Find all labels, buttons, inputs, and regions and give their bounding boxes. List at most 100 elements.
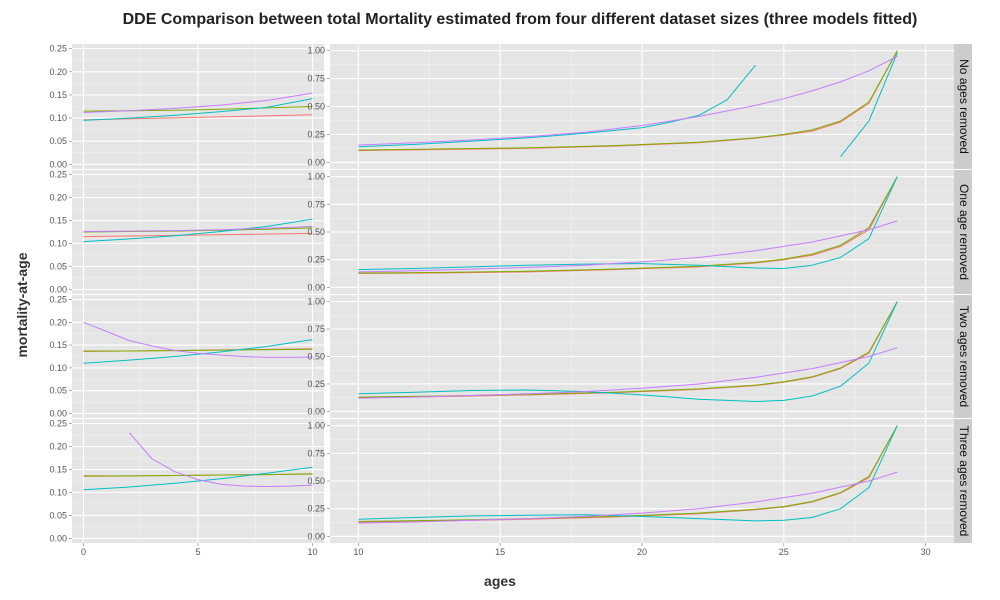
- y-tick-label: 0.05: [49, 510, 67, 520]
- y-tick-label: 0.50: [307, 102, 325, 112]
- y-tick-label: 0.25: [307, 379, 325, 389]
- panel-r1-c1: 0.00 0.25 0.50 0.75 1.00: [307, 170, 954, 294]
- y-tick-label: 0.00: [49, 159, 67, 169]
- series-line: [840, 52, 898, 158]
- facet-strip-r2: Two ages removed: [954, 295, 972, 418]
- series-line: [358, 347, 898, 399]
- y-tick-label: 0.75: [307, 448, 325, 458]
- facet-strip-r3: Three ages removed: [954, 419, 972, 543]
- y-tick-label: 0.75: [307, 324, 325, 334]
- y-tick-label: 0.00: [307, 531, 325, 541]
- y-tick-label: 0.25: [49, 419, 67, 429]
- y-tick-label: 1.00: [307, 297, 325, 307]
- series-line: [83, 226, 313, 232]
- y-tick-label: 0.15: [49, 465, 67, 475]
- x-tick-label: 25: [779, 547, 789, 557]
- x-tick-label: 15: [495, 547, 505, 557]
- panel-r3-c1: 0.00 0.25 0.50 0.75 1.00 10 15 20 25 30: [307, 419, 954, 557]
- chart-title: DDE Comparison between total Mortality e…: [123, 11, 918, 28]
- y-tick-label: 0.20: [49, 317, 67, 327]
- y-tick-label: 0.00: [49, 533, 67, 543]
- series-line: [83, 114, 313, 121]
- y-axis-title: mortality-at-age: [14, 252, 30, 357]
- y-tick-label: 1.00: [307, 46, 325, 56]
- panel-r0-c1: 0.00 0.25 0.50 0.75 1.00: [307, 44, 954, 169]
- y-tick-label: 0.25: [307, 129, 325, 139]
- series-line: [83, 473, 313, 477]
- y-tick-label: 0.00: [307, 157, 325, 167]
- y-tick-label: 0.00: [307, 406, 325, 416]
- y-tick-label: 1.00: [307, 421, 325, 431]
- y-tick-label: 0.50: [307, 476, 325, 486]
- x-tick-label: 30: [921, 547, 931, 557]
- series-line: [83, 232, 313, 238]
- series-line: [83, 348, 313, 352]
- facet-strip-label: No ages removed: [957, 59, 971, 154]
- y-tick-label: 0.25: [49, 44, 67, 54]
- y-tick-label: 0.50: [307, 227, 325, 237]
- series-line: [358, 50, 898, 151]
- series-line: [83, 92, 313, 113]
- series-line: [358, 471, 898, 524]
- y-tick-label: 0.05: [49, 261, 67, 271]
- x-tick-label: 10: [353, 547, 363, 557]
- y-tick-label: 0.10: [49, 363, 67, 373]
- facet-strip-background: [954, 44, 972, 169]
- y-tick-label: 0.15: [49, 216, 67, 226]
- series-line: [83, 466, 313, 491]
- y-tick-label: 0.00: [49, 284, 67, 294]
- series-line: [128, 432, 313, 487]
- facet-strip-r0: No ages removed: [954, 44, 972, 169]
- y-tick-label: 0.20: [49, 193, 67, 203]
- facet-strip-label: Three ages removed: [957, 426, 971, 537]
- series-line: [358, 64, 756, 148]
- series-line: [83, 218, 313, 243]
- y-tick-label: 0.50: [307, 352, 325, 362]
- series-line: [358, 220, 898, 273]
- y-tick-label: 0.20: [49, 67, 67, 77]
- facet-strip-background: [954, 170, 972, 294]
- y-tick-label: 1.00: [307, 172, 325, 182]
- y-tick-label: 0.20: [49, 442, 67, 452]
- x-tick-label: 5: [195, 547, 200, 557]
- y-tick-label: 0.05: [49, 136, 67, 146]
- y-tick-label: 0.05: [49, 386, 67, 396]
- y-tick-label: 0.25: [307, 504, 325, 514]
- panels: 0.000.050.100.150.200.250.000.250.500.75…: [49, 44, 972, 557]
- y-tick-label: 0.25: [307, 255, 325, 265]
- y-tick-label: 0.75: [307, 74, 325, 84]
- series-line: [83, 321, 313, 358]
- panel-r2-c1: 0.00 0.25 0.50 0.75 1.00: [307, 295, 954, 418]
- series-line: [83, 98, 313, 121]
- series-line: [358, 55, 898, 146]
- y-tick-label: 0.10: [49, 487, 67, 497]
- y-tick-label: 0.00: [307, 282, 325, 292]
- series-line: [358, 425, 898, 522]
- y-tick-label: 0.10: [49, 113, 67, 123]
- facet-strip-background: [954, 295, 972, 418]
- y-tick-label: 0.25: [49, 295, 67, 305]
- x-tick-label: 20: [637, 547, 647, 557]
- y-tick-label: 0.15: [49, 90, 67, 100]
- y-tick-label: 0.10: [49, 238, 67, 248]
- series-line: [358, 176, 898, 274]
- facet-strip-label: One age removed: [957, 184, 971, 280]
- y-tick-label: 0.00: [49, 408, 67, 418]
- series-line: [358, 301, 898, 402]
- x-axis-title: ages: [484, 573, 516, 589]
- series-line: [358, 176, 898, 274]
- y-tick-label: 0.75: [307, 199, 325, 209]
- panel-r3-c0: 0.00 0.05 0.10 0.15 0.20 0.25 0 5 10: [49, 419, 324, 557]
- y-tick-label: 0.15: [49, 340, 67, 350]
- panel-r2-c0: 0.00 0.05 0.10 0.15 0.20 0.25: [49, 295, 324, 418]
- series-line: [83, 339, 313, 364]
- panel-r1-c0: 0.00 0.05 0.10 0.15 0.20 0.25: [49, 170, 324, 294]
- x-tick-label: 10: [308, 547, 318, 557]
- facet-strip-r1: One age removed: [954, 170, 972, 294]
- y-tick-label: 0.25: [49, 170, 67, 180]
- facet-strip-background: [954, 419, 972, 543]
- x-tick-label: 0: [81, 547, 86, 557]
- panel-r0-c0: 0.00 0.05 0.10 0.15 0.20 0.25: [49, 44, 324, 169]
- series-line: [358, 176, 898, 271]
